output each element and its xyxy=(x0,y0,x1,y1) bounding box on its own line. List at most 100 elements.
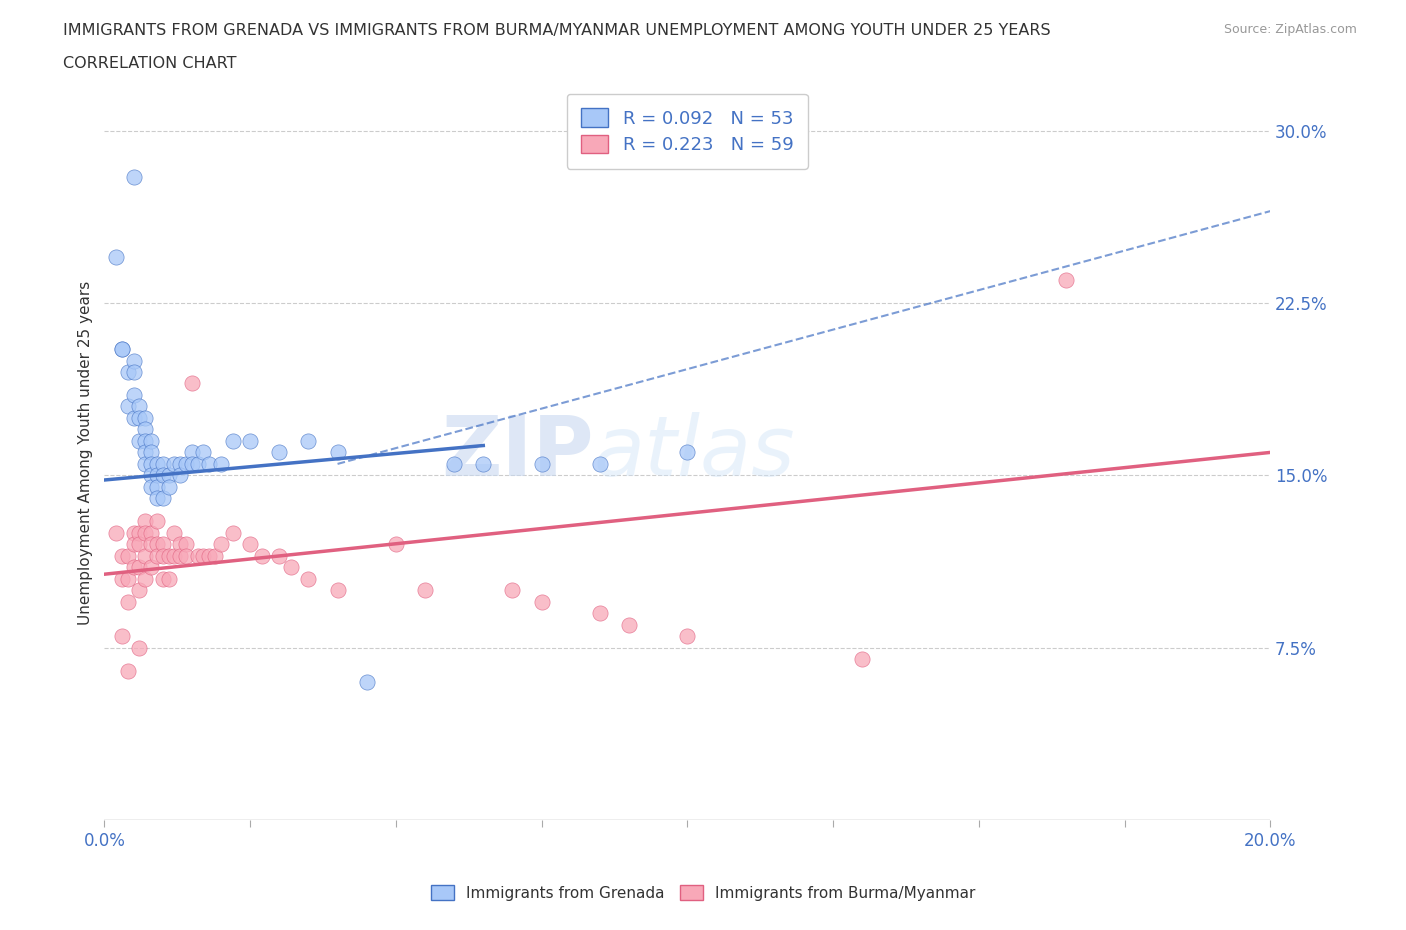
Point xyxy=(128,560,150,575)
Point xyxy=(174,457,197,472)
Point xyxy=(128,399,150,414)
Point xyxy=(139,433,162,448)
Point xyxy=(111,629,134,644)
Point xyxy=(589,605,612,620)
Point xyxy=(134,410,156,425)
Point xyxy=(356,675,378,690)
Point xyxy=(163,457,186,472)
Point xyxy=(221,433,243,448)
Point xyxy=(122,525,145,540)
Point xyxy=(193,549,215,564)
Point xyxy=(174,549,197,564)
Point xyxy=(326,445,349,459)
Point xyxy=(128,641,150,656)
Point xyxy=(198,549,221,564)
Point xyxy=(385,537,408,551)
Point xyxy=(174,537,197,551)
Point xyxy=(157,468,180,483)
Point xyxy=(413,583,436,598)
Y-axis label: Unemployment Among Youth under 25 years: Unemployment Among Youth under 25 years xyxy=(79,280,93,625)
Legend: Immigrants from Grenada, Immigrants from Burma/Myanmar: Immigrants from Grenada, Immigrants from… xyxy=(423,877,983,909)
Point xyxy=(122,353,145,368)
Point xyxy=(198,457,221,472)
Point xyxy=(169,468,191,483)
Point xyxy=(128,433,150,448)
Point xyxy=(146,537,169,551)
Point xyxy=(134,514,156,529)
Point xyxy=(250,549,273,564)
Point xyxy=(146,491,169,506)
Point xyxy=(187,549,209,564)
Point xyxy=(472,457,495,472)
Point xyxy=(297,571,319,586)
Point xyxy=(326,583,349,598)
Point xyxy=(139,468,162,483)
Point xyxy=(204,549,226,564)
Point xyxy=(122,410,145,425)
Point xyxy=(269,549,291,564)
Point xyxy=(117,399,139,414)
Point xyxy=(117,365,139,379)
Point xyxy=(676,445,699,459)
Point xyxy=(169,457,191,472)
Point xyxy=(122,560,145,575)
Point xyxy=(180,445,202,459)
Point xyxy=(122,388,145,403)
Point xyxy=(221,525,243,540)
Point xyxy=(139,525,162,540)
Point xyxy=(589,457,612,472)
Point xyxy=(187,457,209,472)
Point xyxy=(128,537,150,551)
Point xyxy=(128,525,150,540)
Point xyxy=(146,457,169,472)
Point xyxy=(139,537,162,551)
Point xyxy=(269,445,291,459)
Point xyxy=(152,571,174,586)
Point xyxy=(146,468,169,483)
Point xyxy=(169,549,191,564)
Legend: R = 0.092   N = 53, R = 0.223   N = 59: R = 0.092 N = 53, R = 0.223 N = 59 xyxy=(567,94,808,168)
Point xyxy=(180,376,202,391)
Point xyxy=(157,549,180,564)
Point xyxy=(501,583,523,598)
Point xyxy=(152,491,174,506)
Point xyxy=(105,249,128,264)
Point xyxy=(157,571,180,586)
Point xyxy=(239,433,262,448)
Point xyxy=(139,445,162,459)
Point xyxy=(134,571,156,586)
Point xyxy=(280,560,302,575)
Point xyxy=(105,525,128,540)
Point xyxy=(117,549,139,564)
Point xyxy=(146,514,169,529)
Point xyxy=(443,457,465,472)
Point xyxy=(134,422,156,437)
Point xyxy=(169,537,191,551)
Point xyxy=(530,594,553,609)
Point xyxy=(676,629,699,644)
Point xyxy=(530,457,553,472)
Point xyxy=(152,457,174,472)
Point xyxy=(117,571,139,586)
Point xyxy=(146,549,169,564)
Point xyxy=(111,549,134,564)
Point xyxy=(239,537,262,551)
Point xyxy=(152,468,174,483)
Point xyxy=(157,480,180,495)
Point xyxy=(209,457,232,472)
Point xyxy=(134,457,156,472)
Text: ZIP: ZIP xyxy=(441,412,595,493)
Point xyxy=(297,433,319,448)
Point xyxy=(209,537,232,551)
Point xyxy=(134,549,156,564)
Point xyxy=(163,549,186,564)
Text: Source: ZipAtlas.com: Source: ZipAtlas.com xyxy=(1223,23,1357,36)
Text: CORRELATION CHART: CORRELATION CHART xyxy=(63,56,236,71)
Point xyxy=(111,341,134,356)
Point xyxy=(128,410,150,425)
Text: IMMIGRANTS FROM GRENADA VS IMMIGRANTS FROM BURMA/MYANMAR UNEMPLOYMENT AMONG YOUT: IMMIGRANTS FROM GRENADA VS IMMIGRANTS FR… xyxy=(63,23,1050,38)
Point xyxy=(1054,272,1077,287)
Point xyxy=(180,457,202,472)
Point xyxy=(617,618,640,632)
Point xyxy=(122,537,145,551)
